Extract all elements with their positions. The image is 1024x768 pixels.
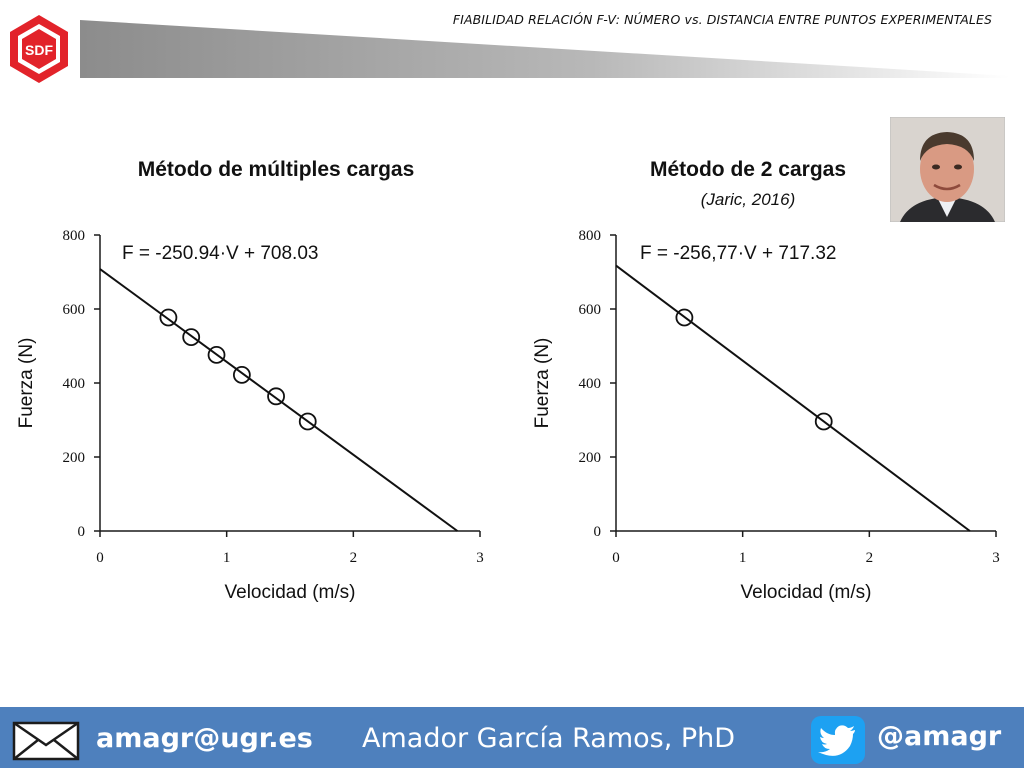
chart-2-x-tick-label: 2 — [866, 550, 874, 566]
chart-2-y-tick-label: 800 — [579, 228, 602, 244]
footer-twitter-handle[interactable]: @amagr — [877, 721, 1002, 752]
chart-1-data-point — [232, 365, 251, 384]
chart-1-data-point — [159, 308, 178, 327]
chart-1-y-tick-label: 200 — [63, 450, 86, 466]
author-photo — [890, 117, 1005, 222]
chart-1-x-tick-label: 1 — [223, 550, 231, 566]
chart-2-regression-line — [615, 264, 971, 532]
sdf-logo: SDF — [10, 15, 68, 83]
footer-email-link[interactable]: amagr@ugr.es — [96, 723, 313, 754]
chart-2-data-point — [814, 412, 833, 431]
header-title: FIABILIDAD RELACIÓN F-V: NÚMERO vs. DIST… — [452, 12, 992, 27]
chart-2-y-axis-label: Fuerza (N) — [532, 338, 553, 429]
footer-bar: amagr@ugr.es Amador García Ramos, PhD @a… — [0, 707, 1024, 768]
chart-1-title: Método de múltiples cargas — [137, 158, 415, 181]
chart-2-y-tick-label: 600 — [579, 302, 602, 318]
header-band — [80, 20, 1010, 78]
chart-1-data-point — [267, 387, 285, 406]
chart-2-x-tick-label: 1 — [739, 550, 747, 566]
chart-1-x-tick-label: 2 — [350, 550, 358, 566]
chart-2-y-tick-label: 200 — [579, 450, 602, 466]
chart-1-y-tick-label: 0 — [78, 524, 86, 540]
footer-author-name: Amador García Ramos, PhD — [362, 723, 736, 754]
chart-2-title: Método de 2 cargas — [649, 158, 847, 181]
chart-2-subtitle: (Jaric, 2016) — [700, 190, 796, 209]
chart-1-equation-label: F = -250.94·V + 708.03 — [122, 243, 318, 264]
chart-1-y-tick-label: 400 — [63, 376, 86, 392]
chart-1-x-axis-label: Velocidad (m/s) — [225, 582, 356, 603]
chart-2-x-tick-label: 3 — [992, 550, 1000, 566]
chart-1-x-tick-label: 0 — [96, 550, 104, 566]
logo-text: SDF — [25, 42, 53, 58]
chart-2-y-tick-label: 0 — [594, 524, 602, 540]
chart-2-equation-label: F = -256,77·V + 717.32 — [640, 243, 836, 264]
twitter-bird-icon[interactable] — [811, 716, 865, 764]
chart-1-data-point — [298, 412, 317, 431]
chart-1-y-tick-label: 800 — [63, 228, 86, 244]
chart-1-regression-line — [99, 268, 458, 532]
chart-2-y-tick-label: 400 — [579, 376, 602, 392]
chart-1-y-axis-label: Fuerza (N) — [16, 338, 37, 429]
chart-1-data-point — [182, 328, 201, 347]
chart-1-y-tick-label: 600 — [63, 302, 86, 318]
chart-2-x-axis-label: Velocidad (m/s) — [741, 582, 872, 603]
chart-1-data-point — [207, 345, 226, 364]
chart-2-data-point — [675, 308, 694, 327]
envelope-icon[interactable] — [12, 721, 80, 761]
chart-1-x-tick-label: 3 — [476, 550, 484, 566]
chart-2-x-tick-label: 0 — [612, 550, 620, 566]
